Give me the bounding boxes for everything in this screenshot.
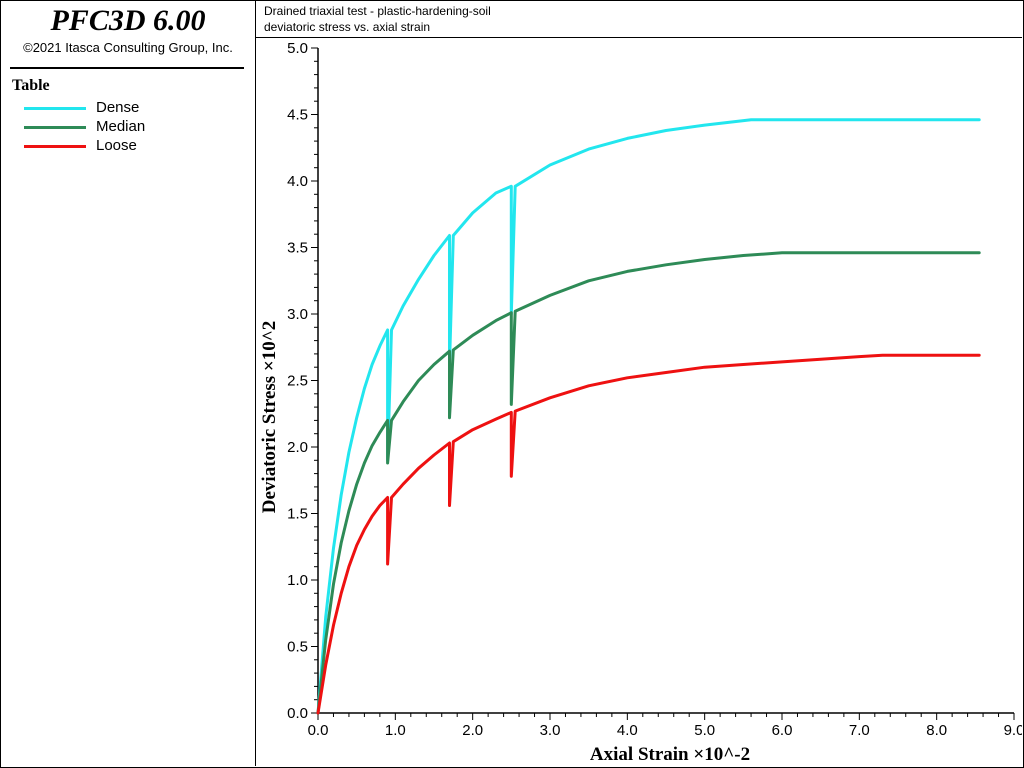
y-tick-label: 2.5	[287, 373, 308, 390]
series-line-loose	[316, 353, 981, 715]
chart-area: 0.0 1.0 2.0 3.0 4.0 5.0 6.0 7.0 8.0 9.0 0.0 0.5 1.0 1…	[259, 40, 1022, 765]
y-tick-label: 3.5	[287, 240, 308, 257]
y-axis-label: Deviatoric Stress ×10^2	[259, 321, 280, 513]
x-tick-label: 6.0	[772, 722, 793, 739]
y-tick-label: 1.0	[287, 572, 308, 589]
y-tick-label: 1.5	[287, 506, 308, 523]
axis-labels: Axial Strain ×10^-2 Deviatoric Stress ×1…	[259, 321, 750, 765]
x-tick-label: 4.0	[617, 722, 638, 739]
legend-label-loose: Loose	[96, 137, 137, 154]
series-lines	[316, 118, 981, 715]
legend-panel: PFC3D 6.00 ©2021 Itasca Consulting Group…	[0, 0, 256, 766]
x-tick-label: 9.0	[1004, 722, 1022, 739]
chart-subtitle: deviatoric stress vs. axial strain	[264, 20, 431, 34]
series-line-dense	[316, 118, 981, 715]
series-line-median	[316, 251, 981, 715]
x-tick-label: 0.0	[308, 722, 329, 739]
y-tick-label: 5.0	[287, 40, 308, 57]
legend-swatch-dense	[24, 107, 86, 110]
x-tick-label: 8.0	[926, 722, 947, 739]
panel-divider	[10, 67, 244, 69]
x-tick-label: 2.0	[462, 722, 483, 739]
chart-title: Drained triaxial test - plastic-hardenin…	[264, 4, 491, 18]
legend-swatch-loose	[24, 145, 86, 148]
legend-label-dense: Dense	[96, 99, 140, 116]
x-tick-label: 3.0	[540, 722, 561, 739]
x-tick-label: 7.0	[849, 722, 870, 739]
y-tick-label: 0.5	[287, 639, 308, 656]
app-title: PFC3D 6.00	[50, 4, 206, 37]
copyright-text: ©2021 Itasca Consulting Group, Inc.	[23, 40, 233, 55]
y-tick-label: 0.0	[287, 705, 308, 722]
y-tick-label: 4.0	[287, 173, 308, 190]
x-tick-label: 1.0	[385, 722, 406, 739]
axes: 0.0 1.0 2.0 3.0 4.0 5.0 6.0 7.0 8.0 9.0 0.0 0.5 1.0 1…	[287, 40, 1022, 739]
x-tick-label: 5.0	[694, 722, 715, 739]
y-tick-label: 3.0	[287, 306, 308, 323]
legend-title: Table	[12, 77, 50, 94]
legend-swatch-median	[24, 126, 86, 129]
legend-label-median: Median	[96, 118, 146, 135]
x-axis-label: Axial Strain ×10^-2	[590, 744, 750, 765]
chart-header: Drained triaxial test - plastic-hardenin…	[256, 0, 1022, 38]
y-tick-label: 2.0	[287, 439, 308, 456]
y-tick-label: 4.5	[287, 107, 308, 124]
